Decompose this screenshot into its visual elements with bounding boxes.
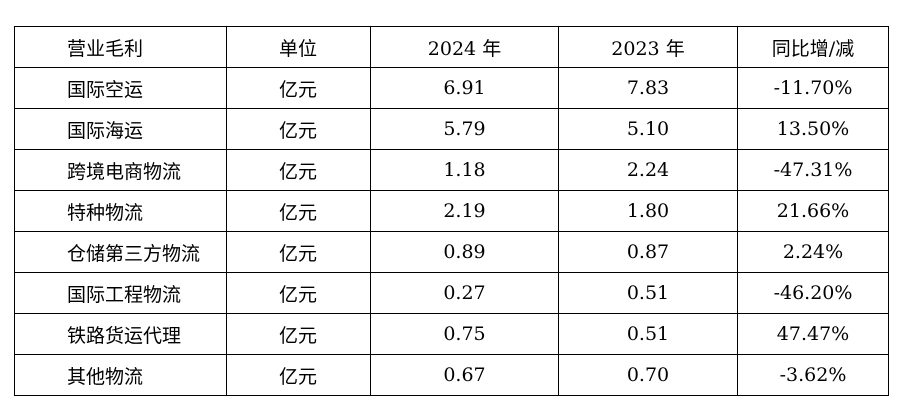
row-value-2024: 0.75 xyxy=(370,313,559,355)
row-value-2023: 0.51 xyxy=(558,313,738,355)
row-value-2023: 7.83 xyxy=(558,67,738,109)
row-yoy-change: -46.20% xyxy=(737,272,889,314)
row-value-2023: 0.51 xyxy=(558,272,738,314)
row-value-2024: 5.79 xyxy=(370,108,559,150)
row-unit: 亿元 xyxy=(226,231,371,273)
row-business-name: 其他物流 xyxy=(14,354,227,396)
row-unit: 亿元 xyxy=(226,354,371,396)
row-unit: 亿元 xyxy=(226,272,371,314)
row-value-2023: 2.24 xyxy=(558,149,738,191)
header-yoy-change: 同比增/减 xyxy=(737,26,889,68)
row-value-2024: 0.27 xyxy=(370,272,559,314)
row-yoy-change: 47.47% xyxy=(737,313,889,355)
header-year-2023: 2023 年 xyxy=(558,26,738,68)
row-unit: 亿元 xyxy=(226,190,371,232)
row-yoy-change: -3.62% xyxy=(737,354,889,396)
row-yoy-change: -47.31% xyxy=(737,149,889,191)
row-yoy-change: 13.50% xyxy=(737,108,889,150)
table-row: 国际空运 亿元 6.91 7.83 -11.70% xyxy=(14,67,889,109)
row-business-name: 国际空运 xyxy=(14,67,227,109)
row-value-2024: 6.91 xyxy=(370,67,559,109)
row-business-name: 国际海运 xyxy=(14,108,227,150)
header-year-2024: 2024 年 xyxy=(370,26,559,68)
row-value-2023: 0.70 xyxy=(558,354,738,396)
table-header-row: 营业毛利 单位 2024 年 2023 年 同比增/减 xyxy=(14,26,889,68)
row-business-name: 跨境电商物流 xyxy=(14,149,227,191)
gross-profit-table-container: 营业毛利 单位 2024 年 2023 年 同比增/减 国际空运 亿元 6.91… xyxy=(14,26,889,396)
row-business-name: 国际工程物流 xyxy=(14,272,227,314)
row-value-2023: 5.10 xyxy=(558,108,738,150)
row-value-2024: 2.19 xyxy=(370,190,559,232)
row-value-2024: 0.67 xyxy=(370,354,559,396)
table-row: 国际海运 亿元 5.79 5.10 13.50% xyxy=(14,108,889,150)
table-row: 跨境电商物流 亿元 1.18 2.24 -47.31% xyxy=(14,149,889,191)
table-row: 仓储第三方物流 亿元 0.89 0.87 2.24% xyxy=(14,231,889,273)
row-value-2023: 1.80 xyxy=(558,190,738,232)
gross-profit-table: 营业毛利 单位 2024 年 2023 年 同比增/减 国际空运 亿元 6.91… xyxy=(14,26,889,396)
header-unit: 单位 xyxy=(226,26,371,68)
row-value-2024: 0.89 xyxy=(370,231,559,273)
row-yoy-change: 21.66% xyxy=(737,190,889,232)
table-row: 特种物流 亿元 2.19 1.80 21.66% xyxy=(14,190,889,232)
row-unit: 亿元 xyxy=(226,108,371,150)
row-unit: 亿元 xyxy=(226,149,371,191)
table-row: 其他物流 亿元 0.67 0.70 -3.62% xyxy=(14,354,889,396)
row-value-2023: 0.87 xyxy=(558,231,738,273)
row-business-name: 铁路货运代理 xyxy=(14,313,227,355)
table-row: 铁路货运代理 亿元 0.75 0.51 47.47% xyxy=(14,313,889,355)
table-row: 国际工程物流 亿元 0.27 0.51 -46.20% xyxy=(14,272,889,314)
row-business-name: 仓储第三方物流 xyxy=(14,231,227,273)
header-business-gross-profit: 营业毛利 xyxy=(14,26,227,68)
row-yoy-change: -11.70% xyxy=(737,67,889,109)
row-unit: 亿元 xyxy=(226,313,371,355)
row-value-2024: 1.18 xyxy=(370,149,559,191)
row-business-name: 特种物流 xyxy=(14,190,227,232)
row-unit: 亿元 xyxy=(226,67,371,109)
row-yoy-change: 2.24% xyxy=(737,231,889,273)
